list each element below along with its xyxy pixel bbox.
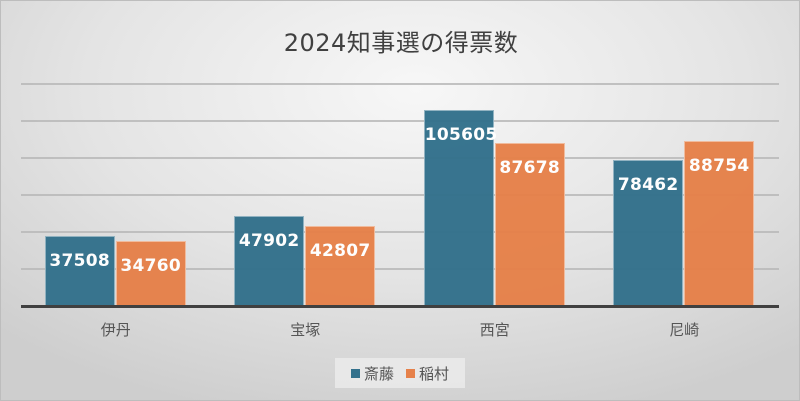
bar-稲村-宝塚[interactable]: 42807 — [305, 225, 376, 305]
x-tick-label: 伊丹 — [100, 321, 131, 339]
legend-item[interactable]: 斎藤 — [350, 363, 394, 384]
gridline — [21, 268, 779, 270]
x-tick-label: 西宮 — [479, 321, 510, 339]
data-label: 87678 — [499, 157, 561, 178]
legend-label: 稲村 — [419, 364, 450, 383]
legend-swatch-icon — [406, 368, 415, 378]
data-label: 47902 — [238, 231, 300, 252]
legend-item[interactable]: 稲村 — [406, 363, 449, 384]
data-label: 78462 — [617, 174, 679, 195]
x-tick-label: 尼崎 — [669, 321, 700, 339]
plot-area: 37508 34760 47902 42807 105605 87678 78462 8875… — [21, 83, 779, 308]
legend-swatch-icon — [350, 368, 360, 378]
x-axis-line — [21, 305, 779, 308]
bar-斎藤-西宮[interactable]: 105605 — [423, 109, 498, 305]
bar-稲村-伊丹[interactable]: 34760 — [115, 240, 186, 305]
data-label: 37508 — [49, 250, 111, 271]
bar-斎藤-尼崎[interactable]: 78462 — [613, 159, 684, 305]
chart-title: 2024知事選の得票数 — [283, 29, 519, 57]
gridline — [21, 157, 779, 159]
x-tick-label: 宝塚 — [290, 321, 321, 339]
legend-label: 斎藤 — [363, 364, 394, 383]
gridline — [21, 231, 779, 233]
data-label: 34760 — [120, 255, 182, 276]
data-label: 42807 — [309, 240, 371, 261]
bar-斎藤-宝塚[interactable]: 47902 — [234, 216, 305, 305]
data-label: 105605 — [424, 124, 498, 145]
gridline — [21, 194, 779, 196]
bar-稲村-西宮[interactable]: 87678 — [494, 142, 565, 305]
bar-斎藤-伊丹[interactable]: 37508 — [44, 235, 115, 305]
legend: 斎藤 稲村 — [335, 358, 465, 388]
gridline — [21, 120, 779, 122]
bar-稲村-尼崎[interactable]: 88754 — [684, 140, 755, 305]
gridline — [21, 83, 779, 85]
data-label: 88754 — [688, 155, 750, 176]
